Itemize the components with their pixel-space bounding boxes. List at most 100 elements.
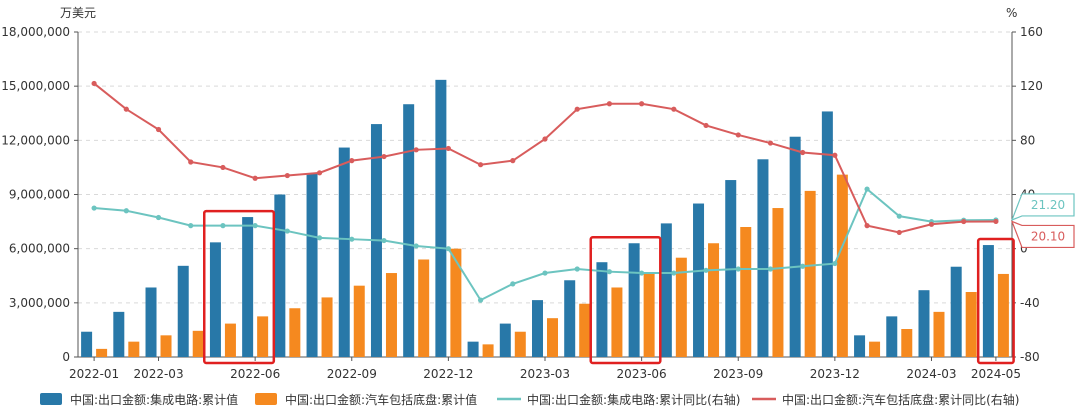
bar-ic-export: [660, 223, 672, 357]
highlight-box: [976, 237, 1015, 365]
bar-auto-export: [96, 348, 108, 357]
series-point-ic-yoy: [188, 223, 194, 229]
x-axis-tick-label: 2022-09: [327, 367, 377, 381]
axis-layer: 万美元 %: [60, 6, 1017, 20]
bar-ic-export: [821, 111, 833, 357]
bar-ic-export: [435, 79, 447, 357]
bar-ic-export: [693, 203, 705, 357]
right-axis-unit: %: [1006, 6, 1017, 20]
series-point-auto-yoy: [703, 122, 709, 129]
bar-auto-export: [836, 174, 848, 357]
bar-auto-export: [869, 341, 881, 357]
series-point-ic-yoy: [800, 263, 806, 269]
series-point-ic-yoy: [703, 267, 709, 273]
series-point-auto-yoy: [349, 158, 355, 164]
left-axis-tick-label: 3,000,000: [9, 296, 70, 310]
left-axis-unit: 万美元: [60, 6, 96, 20]
bar-ic-export: [177, 265, 189, 357]
series-point-auto-yoy: [735, 132, 741, 138]
series-point-ic-yoy: [896, 213, 902, 219]
end-label: 20.10: [1010, 220, 1075, 249]
series-point-auto-yoy: [767, 140, 774, 146]
right-axis-tick-label: 160: [1020, 25, 1043, 39]
x-axis-tick-label: 2022-01: [69, 367, 119, 381]
bar-auto-export: [128, 341, 140, 357]
series-point-auto-yoy: [864, 223, 870, 229]
series-point-ic-yoy: [767, 266, 774, 272]
bar-ic-export: [403, 104, 415, 357]
series-point-auto-yoy: [510, 158, 516, 164]
series-point-ic-yoy: [542, 270, 548, 276]
x-axis-tick-label: 2023-03: [520, 367, 570, 381]
series-point-ic-yoy: [832, 260, 838, 267]
left-axis-tick-label: 0: [62, 350, 70, 364]
series-point-ic-yoy: [735, 266, 741, 272]
bar-ic-export: [209, 242, 221, 357]
bar-ic-export: [757, 159, 769, 357]
bar-auto-export: [933, 311, 945, 357]
left-axis-tick-label: 12,000,000: [1, 133, 70, 147]
bar-auto-export: [740, 227, 752, 357]
bar-ic-export: [242, 217, 254, 357]
bar-auto-export: [224, 323, 236, 357]
bar-auto-export: [353, 285, 365, 357]
series-point-auto-yoy: [220, 164, 226, 171]
bar-ic-export: [982, 245, 994, 357]
bar-auto-export: [321, 297, 333, 357]
bar-auto-export: [772, 208, 784, 357]
x-axis-tick-label: 2024-05: [971, 367, 1021, 381]
end-label: 21.20: [1010, 193, 1075, 222]
bar-ic-export: [306, 173, 318, 357]
series-point-ic-yoy: [445, 246, 451, 252]
bar-ic-export: [467, 341, 479, 357]
highlight-box: [203, 209, 276, 365]
legend-label: 中国:出口金额:汽车包括底盘:累计值: [285, 392, 477, 407]
bar-auto-export: [997, 273, 1009, 357]
bar-ic-export: [532, 300, 543, 357]
bar-auto-export: [901, 329, 913, 357]
bar-auto-export: [418, 259, 430, 357]
bar-auto-export: [450, 248, 462, 357]
bar-auto-export: [965, 292, 977, 357]
x-axis-tick-label: 2022-06: [230, 367, 280, 381]
right-axis-tick-label: -80: [1020, 350, 1040, 364]
legend-item: 中国:出口金额:汽车包括底盘:累计值: [255, 392, 477, 407]
right-axis-tick-label: -40: [1020, 296, 1040, 310]
bar-auto-export: [643, 272, 655, 357]
bar-auto-export: [708, 243, 720, 357]
bar-layer: [81, 79, 1009, 357]
bar-ic-export: [274, 194, 286, 357]
bar-auto-export: [579, 303, 591, 357]
legend-label: 中国:出口金额:集成电路:累计值: [70, 392, 238, 407]
series-point-auto-yoy: [477, 162, 484, 168]
legend: 中国:出口金额:集成电路:累计值 中国:出口金额:汽车包括底盘:累计值 中国:出口金…: [40, 392, 1020, 407]
series-point-auto-yoy: [639, 101, 645, 107]
series-point-auto-yoy: [252, 175, 258, 181]
series-point-ic-yoy: [574, 266, 580, 272]
bar-ic-export: [628, 243, 640, 357]
bar-ic-export: [564, 280, 576, 357]
right-axis-tick-label: 0: [1020, 242, 1028, 256]
legend-item: 中国:出口金额:汽车包括底盘:累计同比(右轴): [752, 392, 1020, 407]
legend-item: 中国:出口金额:集成电路:累计值: [40, 392, 238, 407]
series-point-auto-yoy: [832, 152, 838, 158]
series-point-ic-yoy: [510, 281, 516, 287]
series-point-auto-yoy: [896, 229, 902, 236]
x-axis-tick-label: 2022-03: [133, 367, 183, 381]
x-axis-tick-label: 2024-03: [906, 367, 956, 381]
bar-ic-export: [854, 335, 866, 357]
bar-ic-export: [789, 136, 801, 357]
series-point-auto-yoy: [91, 80, 97, 87]
bar-auto-export: [257, 316, 269, 357]
series-point-ic-yoy: [284, 228, 290, 234]
bar-ic-export: [113, 311, 125, 357]
series-point-auto-yoy: [123, 106, 129, 112]
x-axis-tick-label: 2022-12: [423, 367, 473, 381]
series-point-ic-yoy: [864, 186, 870, 192]
series-line-ic-yoy: [94, 187, 996, 302]
series-point-ic-yoy: [349, 236, 355, 242]
series-point-auto-yoy: [542, 136, 548, 142]
end-label-box: [1010, 193, 1075, 222]
series-point-auto-yoy: [188, 159, 194, 165]
